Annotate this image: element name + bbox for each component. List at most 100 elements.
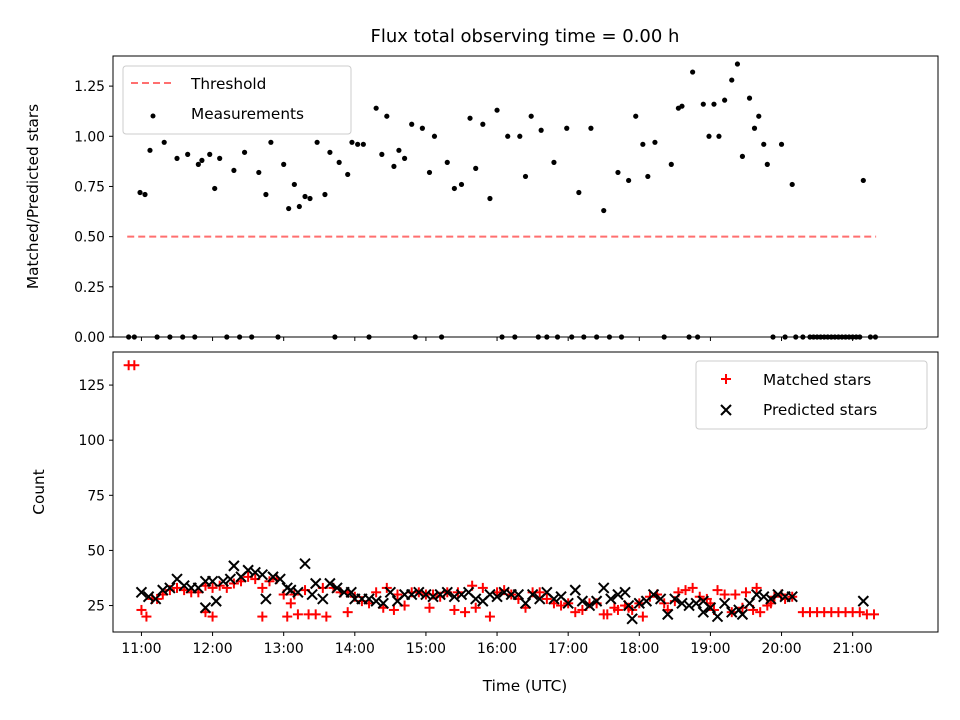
predicted-point: [758, 591, 770, 603]
matched-point: [257, 582, 268, 593]
measurement-point: [487, 195, 493, 202]
predicted-point: [676, 597, 688, 610]
predicted-point: [370, 595, 382, 607]
top-y-tick-label: 0.50: [74, 230, 105, 246]
measurement-point: [716, 133, 722, 139]
measurement-point: [401, 155, 408, 161]
measurement-point: [327, 149, 333, 155]
predicted-point: [228, 560, 240, 572]
measurement-point: [431, 133, 438, 139]
predicted-point: [345, 586, 357, 599]
predicted-point: [324, 577, 336, 590]
predicted-point: [736, 608, 749, 621]
threshold-legend-label: Threshold: [190, 75, 266, 93]
measurement-point: [626, 177, 632, 184]
measurement-point: [291, 181, 297, 188]
predicted-point: [726, 606, 738, 618]
measurement-point: [668, 161, 674, 167]
predicted-point: [224, 573, 237, 585]
predicted-point: [249, 566, 261, 579]
matched-point: [207, 611, 218, 622]
bottom-x-tick-label: 13:00: [264, 641, 304, 657]
predicted-point: [363, 593, 375, 605]
bottom-x-tick-label: 21:00: [833, 641, 873, 657]
measurement-point: [652, 139, 658, 145]
measurement-point: [860, 177, 866, 184]
measurement-point: [281, 161, 287, 167]
predicted-point: [285, 584, 297, 596]
measurement-point: [679, 103, 685, 109]
predicted-point: [306, 588, 318, 601]
bottom-x-tick-label: 17:00: [548, 641, 588, 657]
matched-point: [712, 585, 723, 596]
measurement-point: [528, 113, 534, 119]
predicted-point: [619, 586, 631, 599]
predicted-point: [448, 591, 461, 603]
top-legend-box: [122, 65, 352, 135]
matched-point: [172, 582, 183, 593]
matched-point: [680, 585, 691, 596]
matched-point: [257, 611, 268, 622]
matched-point: [292, 609, 303, 620]
predicted-legend-swatch: [720, 404, 732, 416]
bottom-x-tick-label: 18:00: [619, 641, 659, 657]
bottom-y-tick-label: 25: [87, 599, 105, 615]
measurement-point: [137, 189, 143, 196]
predicted-point: [711, 610, 724, 623]
measurement-point: [336, 159, 342, 165]
measurement-point: [633, 113, 639, 119]
matched-point: [449, 604, 460, 615]
predicted-point: [470, 593, 482, 605]
measurement-point: [174, 155, 180, 161]
predicted-point: [164, 582, 176, 594]
bottom-x-axis: 11:00 12:00 13:00 14:00 15:00 16:00 17:00 18:00…: [121, 632, 873, 657]
matched-point: [637, 611, 648, 622]
predicted-point: [256, 568, 269, 581]
top-plot-frame: [112, 55, 939, 338]
predicted-point: [384, 586, 397, 599]
measurement-point: [756, 113, 762, 119]
predicted-point: [786, 591, 798, 603]
bottom-y-tick-label: 50: [87, 543, 105, 559]
matched-point: [152, 593, 163, 604]
measurement-point: [268, 139, 274, 145]
matched-point: [556, 600, 567, 611]
predicted-point: [633, 597, 646, 610]
predicted-point: [267, 571, 279, 583]
measurement-point: [576, 189, 582, 196]
predicted-point: [598, 582, 610, 594]
measurement-point: [195, 161, 201, 167]
predicted-point: [690, 597, 702, 610]
predicted-point: [512, 588, 525, 601]
measurement-point: [379, 151, 385, 157]
matched-point: [285, 598, 296, 609]
predicted-point: [654, 593, 667, 605]
predicted-point: [857, 595, 870, 607]
measurement-point: [217, 155, 223, 161]
matched-point: [602, 609, 613, 620]
predicted-point: [441, 586, 453, 599]
measurement-point: [373, 105, 379, 111]
predicted-point: [157, 584, 169, 596]
measurement-point: [645, 173, 651, 180]
predicted-point: [210, 595, 222, 607]
predicted-point: [317, 593, 329, 605]
measurement-point: [722, 97, 728, 103]
matched-point: [392, 589, 403, 600]
bottom-x-tick-label: 15:00: [406, 641, 446, 657]
predicted-point: [405, 588, 418, 601]
predicted-point: [576, 595, 589, 607]
top-y-tick-label: 0.25: [74, 280, 105, 296]
predicted-point: [697, 606, 710, 618]
predicted-point: [274, 573, 286, 585]
flux-ratio-panel: Flux total observing time = 0.00 h Match…: [24, 26, 939, 346]
predicted-point: [377, 597, 389, 610]
measurement-point: [360, 141, 366, 147]
chart-title: Flux total observing time = 0.00 h: [371, 26, 680, 47]
predicted-point: [622, 599, 635, 612]
measurement-point: [601, 207, 607, 214]
predicted-point: [612, 588, 624, 601]
predicted-point: [199, 602, 212, 614]
matched-point: [282, 611, 293, 622]
x-axis-label: Time (UTC): [482, 677, 568, 695]
